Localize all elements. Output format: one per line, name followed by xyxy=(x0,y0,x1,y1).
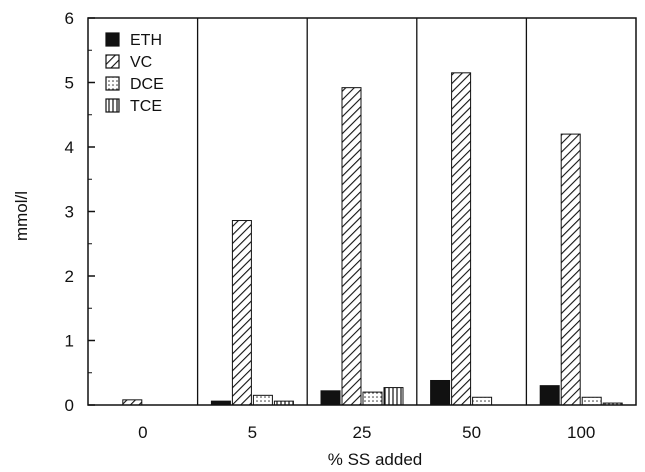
y-tick-label: 6 xyxy=(65,9,74,28)
legend: ETH VC DCE TCE xyxy=(105,32,164,115)
bar-eth-25 xyxy=(320,390,341,406)
x-axis-title: % SS added xyxy=(328,450,423,469)
legend-swatch-eth xyxy=(105,32,120,47)
x-tick-label: 25 xyxy=(353,423,372,442)
bar-vc-25 xyxy=(341,87,362,406)
bar-vc-50 xyxy=(451,72,472,406)
legend-label-vc: VC xyxy=(130,54,152,71)
y-axis-ticks: 0 1 2 3 4 5 6 xyxy=(65,9,95,415)
x-tick-label: 100 xyxy=(567,423,595,442)
y-tick-label: 1 xyxy=(65,332,74,351)
bar-vc-0 xyxy=(122,399,143,406)
plot-area-frame xyxy=(87,17,637,406)
bar-dce-50 xyxy=(472,396,493,406)
category-separators xyxy=(196,18,528,405)
legend-swatch-dce xyxy=(105,76,120,91)
y-axis-title: mmol/l xyxy=(12,191,31,241)
legend-label-tce: TCE xyxy=(130,98,162,115)
legend-label-dce: DCE xyxy=(130,76,164,93)
bar-dce-5 xyxy=(252,394,273,406)
y-tick-label: 3 xyxy=(65,203,74,222)
bar-eth-50 xyxy=(430,379,451,406)
bar-tce-25 xyxy=(383,387,404,406)
bar-vc-5 xyxy=(231,220,252,406)
bars xyxy=(122,72,623,406)
y-tick-label: 0 xyxy=(65,396,74,415)
legend-swatch-tce xyxy=(105,98,120,113)
bar-eth-100 xyxy=(539,385,560,406)
y-tick-label: 4 xyxy=(65,138,74,157)
y-tick-label: 5 xyxy=(65,74,74,93)
x-axis-ticks: 0 5 25 50 100 xyxy=(138,423,595,442)
x-tick-label: 50 xyxy=(462,423,481,442)
legend-swatch-vc xyxy=(105,54,120,69)
legend-label-eth: ETH xyxy=(130,32,162,49)
bar-vc-100 xyxy=(560,133,581,406)
bar-dce-100 xyxy=(581,396,602,406)
x-tick-label: 5 xyxy=(248,423,257,442)
bar-dce-25 xyxy=(362,391,383,406)
y-tick-label: 2 xyxy=(65,267,74,286)
x-tick-label: 0 xyxy=(138,423,147,442)
